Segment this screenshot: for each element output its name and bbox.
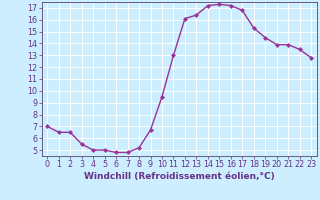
X-axis label: Windchill (Refroidissement éolien,°C): Windchill (Refroidissement éolien,°C): [84, 172, 275, 181]
